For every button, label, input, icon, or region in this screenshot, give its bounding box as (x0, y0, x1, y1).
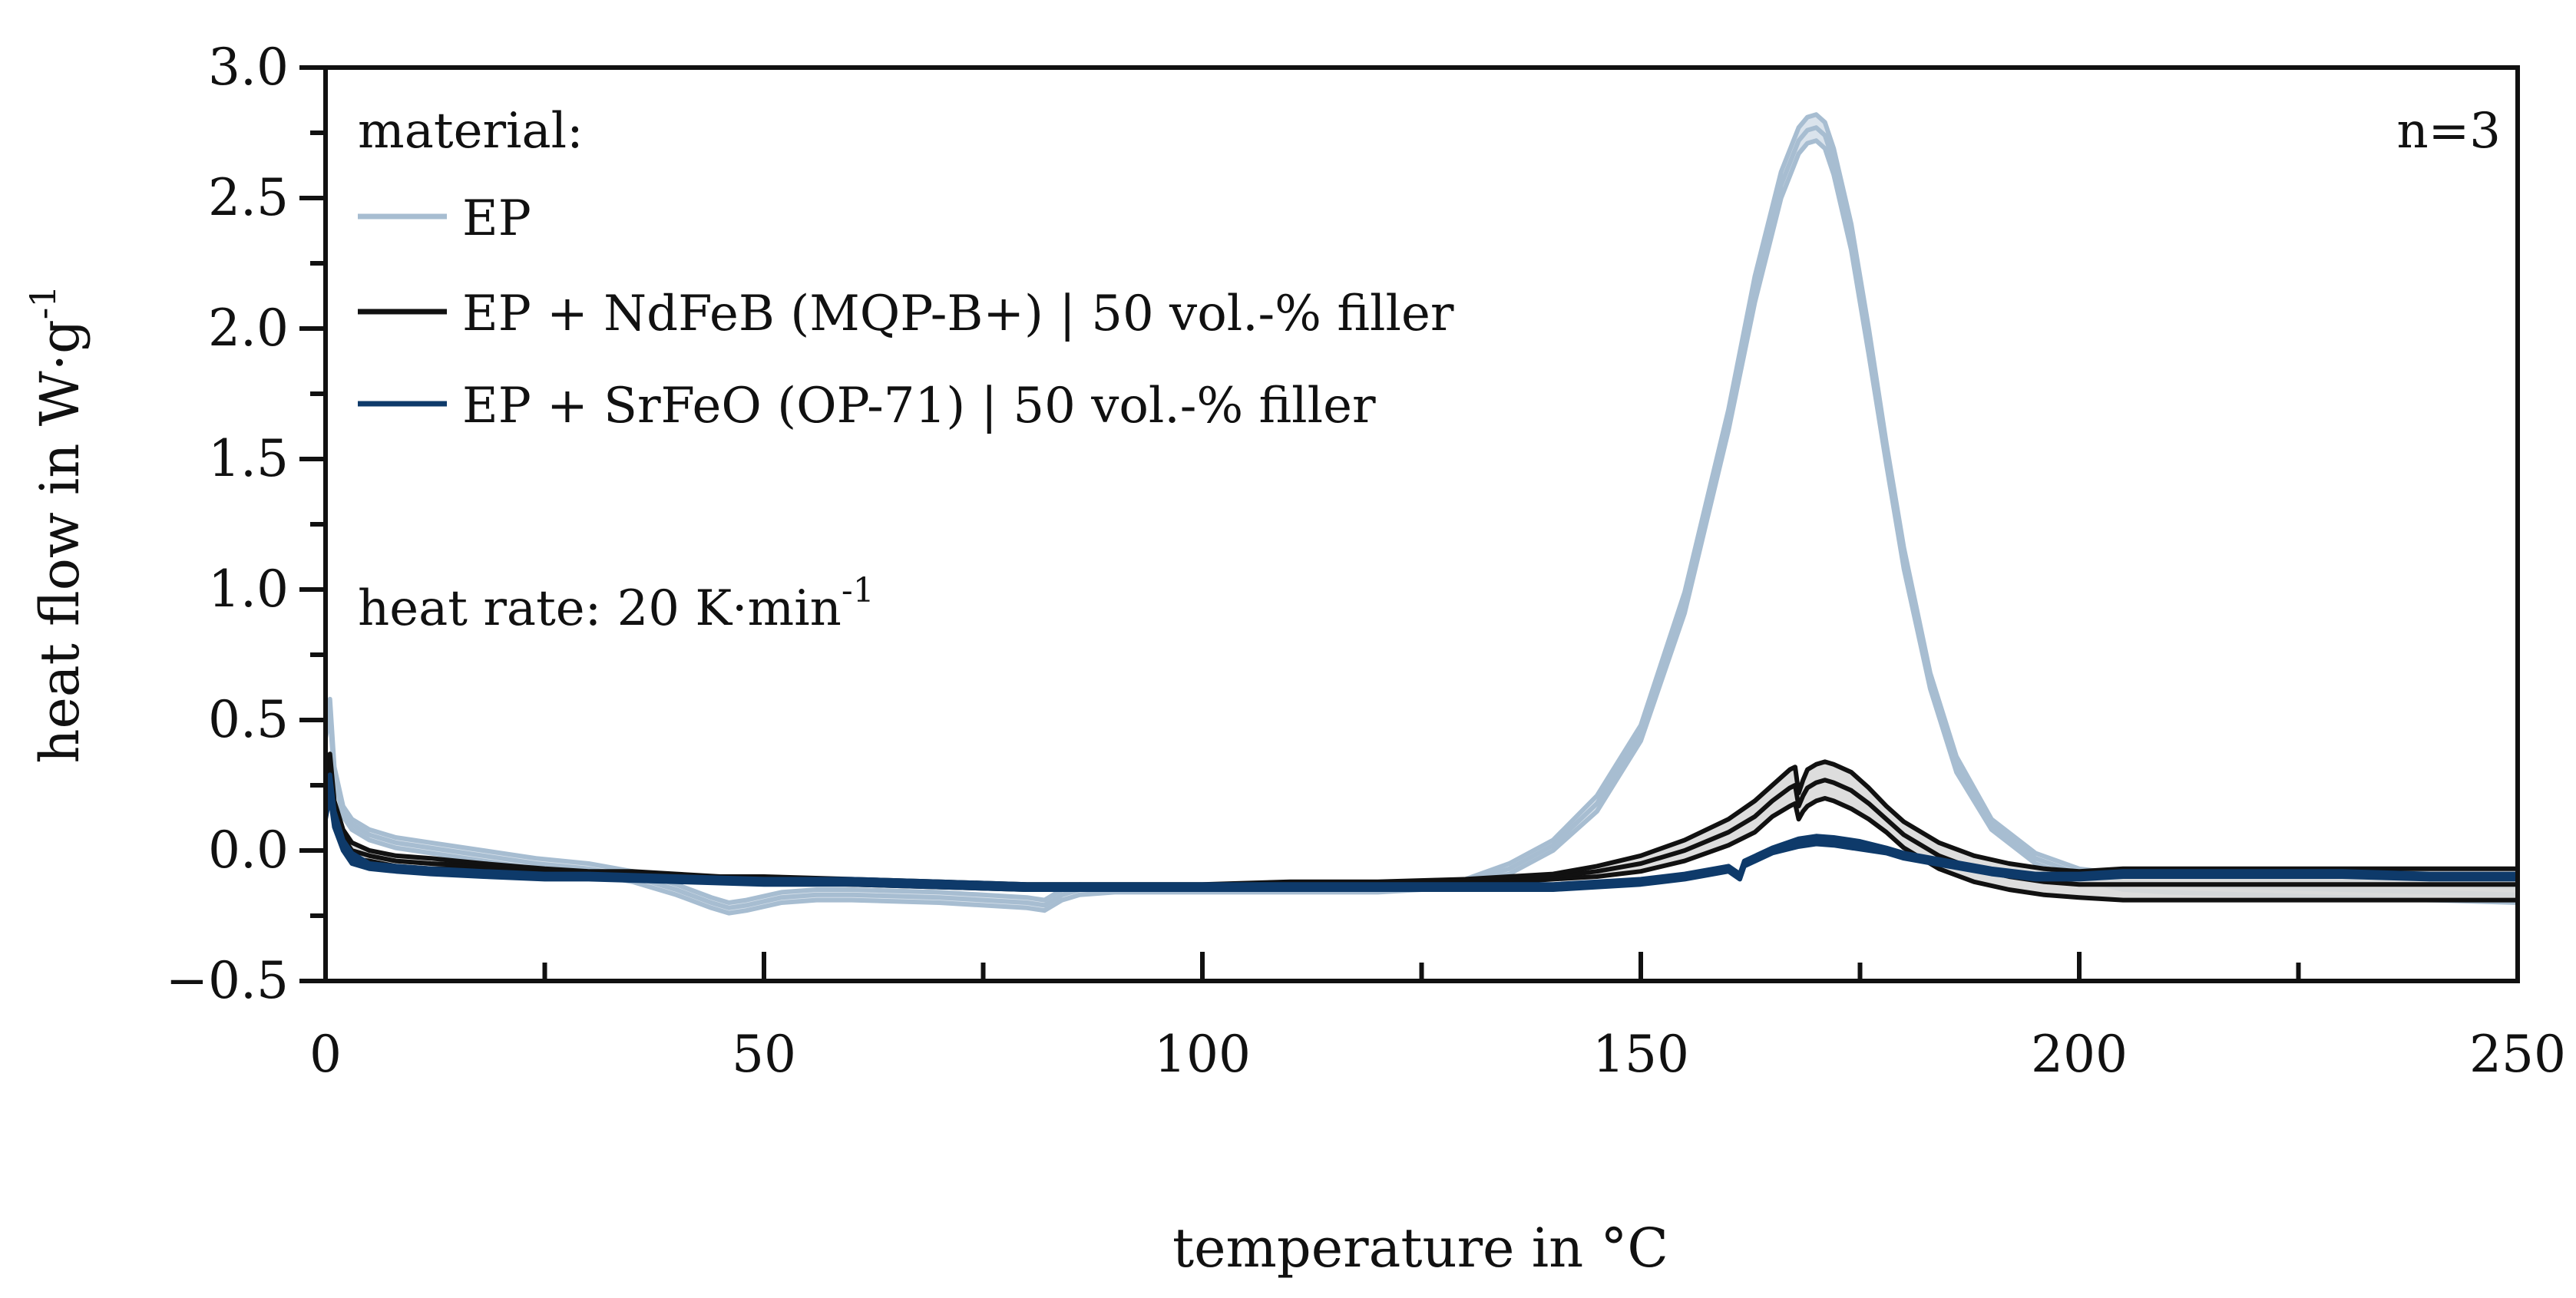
heat-rate-main: heat rate: 20 K·min (358, 580, 842, 637)
x-tick-label: 100 (1154, 1025, 1251, 1084)
y-tick-label: 1.5 (208, 429, 289, 488)
series-line-2 (326, 772, 2518, 887)
y-tick-label: 2.0 (208, 299, 289, 358)
y-axis-title-group: heat flow in W·g-1 (22, 285, 91, 763)
x-tick-label: 200 (2031, 1025, 2128, 1084)
series-layer (326, 112, 2518, 916)
series-line-2 (326, 793, 2518, 892)
y-tick-label: −0.5 (166, 951, 289, 1010)
y-axis-title: heat flow in W·g-1 (22, 285, 91, 763)
x-tick-label: 150 (1592, 1025, 1689, 1084)
legend-title: material: (358, 103, 584, 160)
replicate-count-label: n=3 (2396, 103, 2501, 160)
y-tick-label: 2.5 (208, 168, 289, 227)
legend-label-ep: EP (462, 190, 531, 247)
y-tick-label: 1.0 (208, 560, 289, 619)
y-tick-label: 0.5 (208, 690, 289, 749)
y-tick-label: 3.0 (208, 38, 289, 97)
y-axis-title-superscript: -1 (22, 285, 64, 319)
x-tick-label: 250 (2469, 1025, 2566, 1084)
series-line-2 (326, 783, 2518, 890)
x-tick-label: 50 (732, 1025, 796, 1084)
heat-rate-label: heat rate: 20 K·min-1 (358, 571, 875, 637)
axis-ticks: 0 50 100 150 200 250 −0.5 0.0 0.5 1.0 1.5 2.0 2.5 3.0 (166, 38, 2566, 1084)
heat-rate-superscript: -1 (842, 571, 875, 610)
y-axis-title-main: heat flow in W·g (28, 319, 91, 763)
legend-label-ndfeb: EP + NdFeB (MQP-B+) | 50 vol.-% filler (462, 286, 1454, 342)
series-line-1 (326, 751, 2518, 887)
x-tick-label: 0 (309, 1025, 342, 1084)
x-axis-title: temperature in °C (1172, 1217, 1668, 1280)
y-tick-label: 0.0 (208, 821, 289, 880)
legend-label-srfeo: EP + SrFeO (OP-71) | 50 vol.-% filler (462, 378, 1376, 434)
legend: material: EP EP + NdFeB (MQP-B+) | 50 vo… (358, 103, 1454, 434)
